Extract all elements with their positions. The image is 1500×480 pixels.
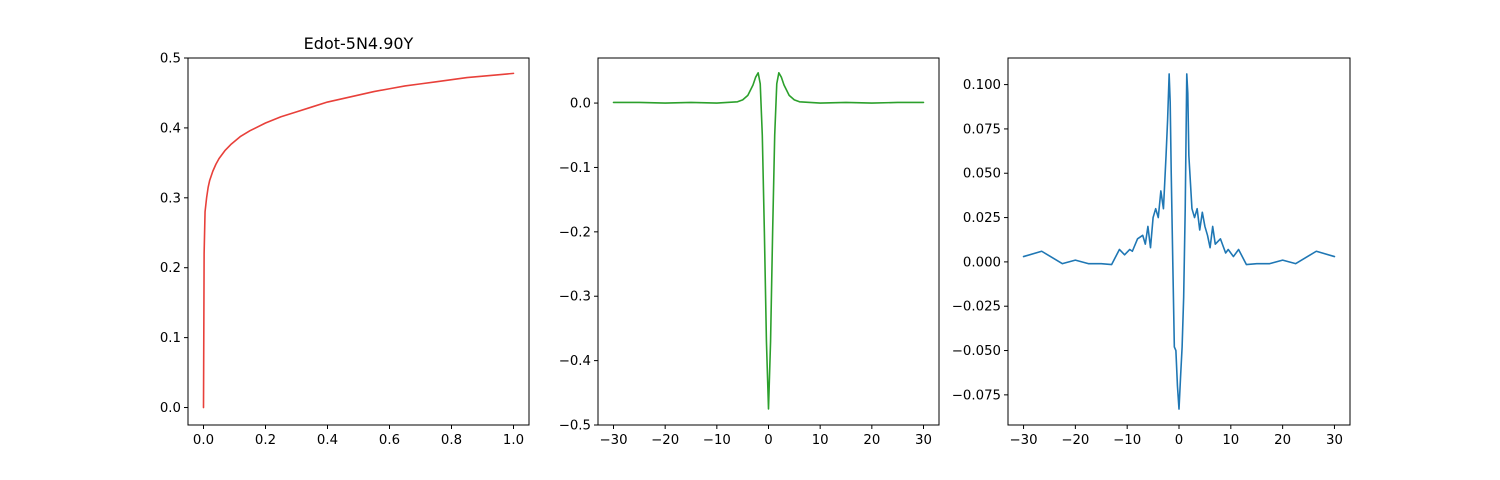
y-tick-label: 0.075 bbox=[963, 122, 1001, 137]
x-tick-label: −20 bbox=[651, 433, 679, 448]
y-tick-label: 0.3 bbox=[160, 191, 181, 206]
y-tick-label: −0.075 bbox=[952, 388, 1001, 403]
y-tick-label: −0.1 bbox=[559, 161, 591, 176]
x-tick-label: −30 bbox=[599, 433, 627, 448]
y-tick-label: 0.5 bbox=[160, 52, 181, 67]
y-tick-label: 0.050 bbox=[963, 167, 1001, 182]
y-tick-label: 0.4 bbox=[160, 121, 181, 136]
x-tick-label: −10 bbox=[1113, 433, 1141, 448]
y-tick-label: −0.050 bbox=[952, 344, 1001, 359]
x-tick-label: 0.0 bbox=[193, 433, 214, 448]
x-tick-label: −10 bbox=[703, 433, 731, 448]
y-tick-label: −0.4 bbox=[559, 354, 591, 369]
x-tick-label: −20 bbox=[1061, 433, 1089, 448]
y-tick-label: 0.000 bbox=[963, 255, 1001, 270]
x-tick-label: 30 bbox=[915, 433, 932, 448]
subplot-2: −30 −20 −10 0 10 20 30 0.0 −0.1 −0.2 −0.3 −0.4 −0.5 bbox=[559, 57, 940, 448]
x-tick-label: 20 bbox=[1274, 433, 1291, 448]
y-tick-label: −0.5 bbox=[559, 419, 591, 434]
x-tick-label: −30 bbox=[1010, 433, 1038, 448]
y-tick-label: −0.2 bbox=[559, 225, 591, 240]
x-tick-label: 10 bbox=[1222, 433, 1239, 448]
y-tick-label: 0.0 bbox=[570, 97, 591, 112]
chart-title: Edot-5N4.90Y bbox=[304, 34, 414, 53]
y-tick-label: −0.025 bbox=[952, 300, 1001, 315]
x-tick-label: 0 bbox=[1175, 433, 1183, 448]
x-tick-label: 0 bbox=[764, 433, 772, 448]
axes-frame bbox=[187, 57, 530, 426]
y-tick-label: 0.0 bbox=[160, 401, 181, 416]
x-tick-label: 1.0 bbox=[503, 433, 524, 448]
x-tick-label: 0.4 bbox=[317, 433, 338, 448]
x-tick-label: 0.8 bbox=[441, 433, 462, 448]
x-tick-label: 20 bbox=[863, 433, 880, 448]
y-tick-label: 0.100 bbox=[963, 78, 1001, 93]
subplot-3: −30 −20 −10 0 10 20 30 0.100 0.075 0.050 0.025 0.00… bbox=[952, 57, 1351, 448]
y-tick-label: 0.2 bbox=[160, 261, 181, 276]
y-tick-label: 0.1 bbox=[160, 331, 181, 346]
y-tick-label: 0.025 bbox=[963, 211, 1001, 226]
subplot-1: 0.0 0.2 0.4 0.6 0.8 1.0 0.0 0.1 0.2 0.3 0.4 0.5 Edot… bbox=[160, 34, 530, 448]
y-tick-label: −0.3 bbox=[559, 290, 591, 305]
x-tick-label: 30 bbox=[1326, 433, 1343, 448]
x-tick-label: 10 bbox=[812, 433, 829, 448]
x-tick-label: 0.2 bbox=[255, 433, 276, 448]
series-line-curve bbox=[202, 72, 515, 409]
x-tick-label: 0.6 bbox=[379, 433, 400, 448]
